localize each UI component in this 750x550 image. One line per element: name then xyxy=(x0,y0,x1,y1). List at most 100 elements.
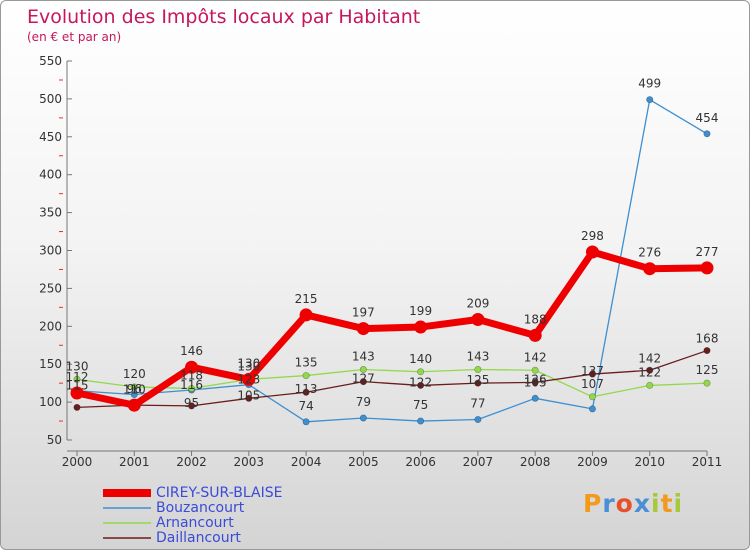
logo-letter: x xyxy=(633,489,651,518)
data-label: 123 xyxy=(237,373,260,387)
data-label: 105 xyxy=(237,388,260,402)
data-point xyxy=(531,394,539,402)
legend-item: Daillancourt xyxy=(101,530,321,546)
data-label: 112 xyxy=(66,370,89,384)
y-tick-label: 50 xyxy=(47,433,62,447)
data-point xyxy=(242,372,256,386)
data-point xyxy=(417,417,425,425)
proxiti-logo: Proxiti xyxy=(583,489,683,518)
data-label: 75 xyxy=(413,398,428,412)
data-label: 110 xyxy=(123,383,146,397)
data-label: 126 xyxy=(524,372,547,386)
data-label: 122 xyxy=(638,365,661,379)
y-tick-label: 450 xyxy=(39,130,62,144)
y-tick-label: 150 xyxy=(39,357,62,371)
data-label: 127 xyxy=(352,372,375,386)
logo-letter: i xyxy=(651,489,661,518)
data-label: 197 xyxy=(352,306,375,320)
x-tick-label: 2006 xyxy=(405,455,436,469)
data-point xyxy=(646,366,654,374)
data-label: 143 xyxy=(352,350,375,364)
chart-subtitle: (en € et par an) xyxy=(27,30,122,44)
logo-letter: P xyxy=(583,489,603,518)
y-tick-label: 250 xyxy=(39,281,62,295)
data-point xyxy=(73,375,81,383)
data-label: 125 xyxy=(466,373,489,387)
data-point xyxy=(356,322,370,336)
data-label: 137 xyxy=(581,364,604,378)
data-point xyxy=(643,262,657,276)
data-label: 142 xyxy=(524,350,547,364)
legend: CIREY-SUR-BLAISE Bouzancourt Arnancourt Dai… xyxy=(101,485,321,546)
data-point xyxy=(70,386,84,400)
data-label: 118 xyxy=(180,368,203,382)
data-point xyxy=(528,328,542,342)
data-label: 79 xyxy=(356,395,371,409)
data-label: 199 xyxy=(409,304,432,318)
data-label: 105 xyxy=(524,375,547,389)
data-labels: 112 96 146 130 215 197 199 209 188 298 276 277 115 11… xyxy=(66,77,719,413)
data-label: 122 xyxy=(409,375,432,389)
data-label: 107 xyxy=(581,377,604,391)
data-point xyxy=(700,261,714,275)
data-label: 140 xyxy=(409,352,432,366)
y-tick-label: 500 xyxy=(39,92,62,106)
legend-item: Bouzancourt xyxy=(101,500,321,516)
data-point xyxy=(302,418,310,426)
legend-label: Daillancourt xyxy=(156,530,241,546)
legend-swatch xyxy=(103,507,151,509)
data-label: 95 xyxy=(184,396,199,410)
data-point xyxy=(471,312,485,326)
y-tick-label: 200 xyxy=(39,319,62,333)
x-axis: 2000 2001 2002 2003 2004 2005 2006 2007 2008 2009… xyxy=(62,450,723,469)
data-label: 298 xyxy=(581,229,604,243)
legend-item: Arnancourt xyxy=(101,515,321,531)
data-label: 215 xyxy=(295,292,318,306)
data-point xyxy=(585,245,599,259)
x-tick-label: 2004 xyxy=(291,455,322,469)
logo-letter: o xyxy=(615,489,634,518)
data-point xyxy=(130,391,138,399)
data-label: 499 xyxy=(638,77,661,91)
data-point xyxy=(359,366,367,374)
data-point xyxy=(127,398,141,412)
data-label: 115 xyxy=(66,379,89,393)
series-line xyxy=(76,368,708,398)
data-label: 135 xyxy=(295,356,318,370)
y-axis: 50 100 150 200 250 300 350 400 450 500 550 xyxy=(39,54,72,447)
data-point xyxy=(703,130,711,138)
data-point xyxy=(417,368,425,376)
legend-swatch xyxy=(103,522,151,524)
data-point xyxy=(302,372,310,380)
data-point xyxy=(130,383,138,391)
data-point xyxy=(359,378,367,386)
data-point xyxy=(299,308,313,322)
data-point xyxy=(414,320,428,334)
data-point xyxy=(185,360,199,374)
x-tick-label: 2003 xyxy=(234,455,265,469)
data-point xyxy=(302,388,310,396)
x-tick-label: 2008 xyxy=(520,455,551,469)
data-label: 130 xyxy=(66,359,89,373)
data-label: 146 xyxy=(180,344,203,358)
data-point xyxy=(245,394,253,402)
data-point xyxy=(73,403,81,411)
data-point xyxy=(188,384,196,392)
data-point xyxy=(646,96,654,104)
legend-swatch xyxy=(103,489,151,497)
x-tick-label: 2000 xyxy=(62,455,93,469)
data-label: 130 xyxy=(237,359,260,373)
data-point xyxy=(474,416,482,424)
data-point xyxy=(417,381,425,389)
data-label: 143 xyxy=(466,350,489,364)
data-point xyxy=(703,379,711,387)
data-label: 168 xyxy=(696,332,719,346)
legend-item: CIREY-SUR-BLAISE xyxy=(101,485,321,501)
series-line xyxy=(76,99,708,423)
x-tick-label: 2011 xyxy=(692,455,723,469)
data-point xyxy=(188,402,196,410)
data-point xyxy=(588,393,596,401)
legend-label: CIREY-SUR-BLAISE xyxy=(156,485,283,501)
y-tick-label: 550 xyxy=(39,54,62,68)
